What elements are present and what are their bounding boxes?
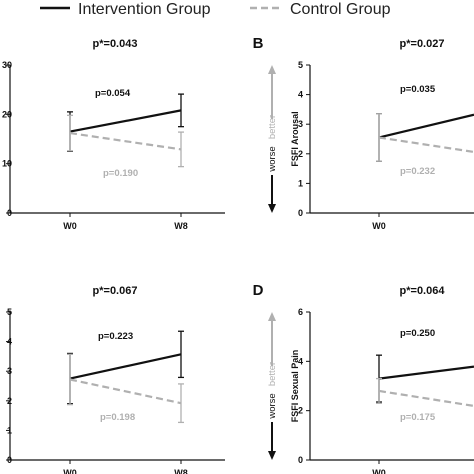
intervention-p-label: p=0.035	[400, 84, 436, 95]
x-tick-label: W0	[372, 221, 386, 231]
y-axis-label: FSFI Sexual Pain	[290, 350, 300, 423]
intervention-p-label: p=0.054	[95, 88, 131, 99]
control-series-line	[378, 136, 474, 154]
control-p-label: p=0.232	[400, 166, 435, 177]
y-tick-label: 30	[2, 60, 12, 70]
control-p-label: p=0.190	[103, 168, 138, 179]
y-tick-label: 0	[7, 455, 12, 465]
better-arrow-head	[268, 312, 276, 321]
panel-letter: B	[253, 35, 264, 52]
y-tick-label: 0	[298, 208, 303, 218]
worse-label: worse	[267, 146, 278, 172]
chart-panel-2: p*=0.027 B 0 1 2 3 4 5 W0 FSFI Arousal better worse…	[253, 35, 474, 231]
y-tick-label: 4	[7, 337, 12, 347]
intervention-p-label: p=0.223	[98, 331, 133, 342]
better-label: better	[267, 362, 278, 386]
panel-title: p*=0.067	[93, 285, 138, 297]
y-tick-label: 2	[298, 149, 303, 159]
panel-title: p*=0.027	[400, 38, 445, 50]
control-series-line	[69, 131, 182, 151]
y-tick-label: 1	[298, 178, 303, 188]
y-tick-label: 2	[298, 406, 303, 416]
control-series-line	[69, 378, 182, 405]
y-tick-label: 1	[7, 425, 12, 435]
chart-panel-3: p*=0.067 0 1 2 3 4 5 W0 W8 p=0.223 p=0.198	[6, 285, 225, 474]
y-tick-label: 2	[7, 396, 12, 406]
y-tick-label: 0	[7, 208, 12, 218]
control-p-label: p=0.175	[400, 412, 436, 423]
better-label: better	[267, 115, 278, 139]
y-tick-label: 6	[298, 307, 303, 317]
x-tick-label: W8	[174, 468, 188, 474]
intervention-p-label: p=0.250	[400, 328, 435, 339]
x-tick-label: W0	[63, 468, 77, 474]
control-p-label: p=0.198	[100, 412, 135, 423]
y-tick-label: 10	[2, 159, 12, 169]
panel-letter: D	[253, 282, 264, 299]
legend: Intervention Group Control Group	[40, 1, 391, 18]
intervention-series-line	[378, 365, 474, 380]
y-tick-label: 3	[7, 366, 12, 376]
y-tick-label: 3	[298, 119, 303, 129]
x-tick-label: W8	[174, 221, 188, 231]
worse-arrow-head	[268, 204, 276, 213]
control-series-line	[378, 389, 474, 408]
intervention-series-line	[69, 353, 182, 380]
intervention-series-line	[69, 109, 182, 133]
x-tick-label: W0	[63, 221, 77, 231]
chart-panel-4: p*=0.064 D 0 2 4 6 W0 FSFI Sexual Pain better wor…	[253, 282, 474, 474]
y-tick-label: 20	[2, 109, 12, 119]
y-tick-label: 5	[7, 307, 12, 317]
legend-control-label: Control Group	[290, 1, 391, 18]
y-tick-label: 0	[298, 455, 303, 465]
worse-arrow-head	[268, 451, 276, 460]
panel-title: p*=0.064	[400, 285, 446, 297]
worse-label: worse	[267, 393, 278, 419]
legend-intervention-label: Intervention Group	[78, 1, 211, 18]
y-tick-label: 4	[298, 356, 303, 366]
chart-panel-1: p*=0.043 0 10 20 30 W0 W8 p=0.054 p=0.190	[2, 38, 225, 231]
intervention-series-line	[378, 113, 474, 139]
panel-title: p*=0.043	[93, 38, 138, 50]
x-tick-label: W0	[372, 468, 386, 474]
y-tick-label: 5	[298, 60, 303, 70]
y-axis-label: FSFI Arousal	[290, 111, 300, 166]
y-tick-label: 4	[298, 90, 303, 100]
better-arrow-head	[268, 65, 276, 74]
